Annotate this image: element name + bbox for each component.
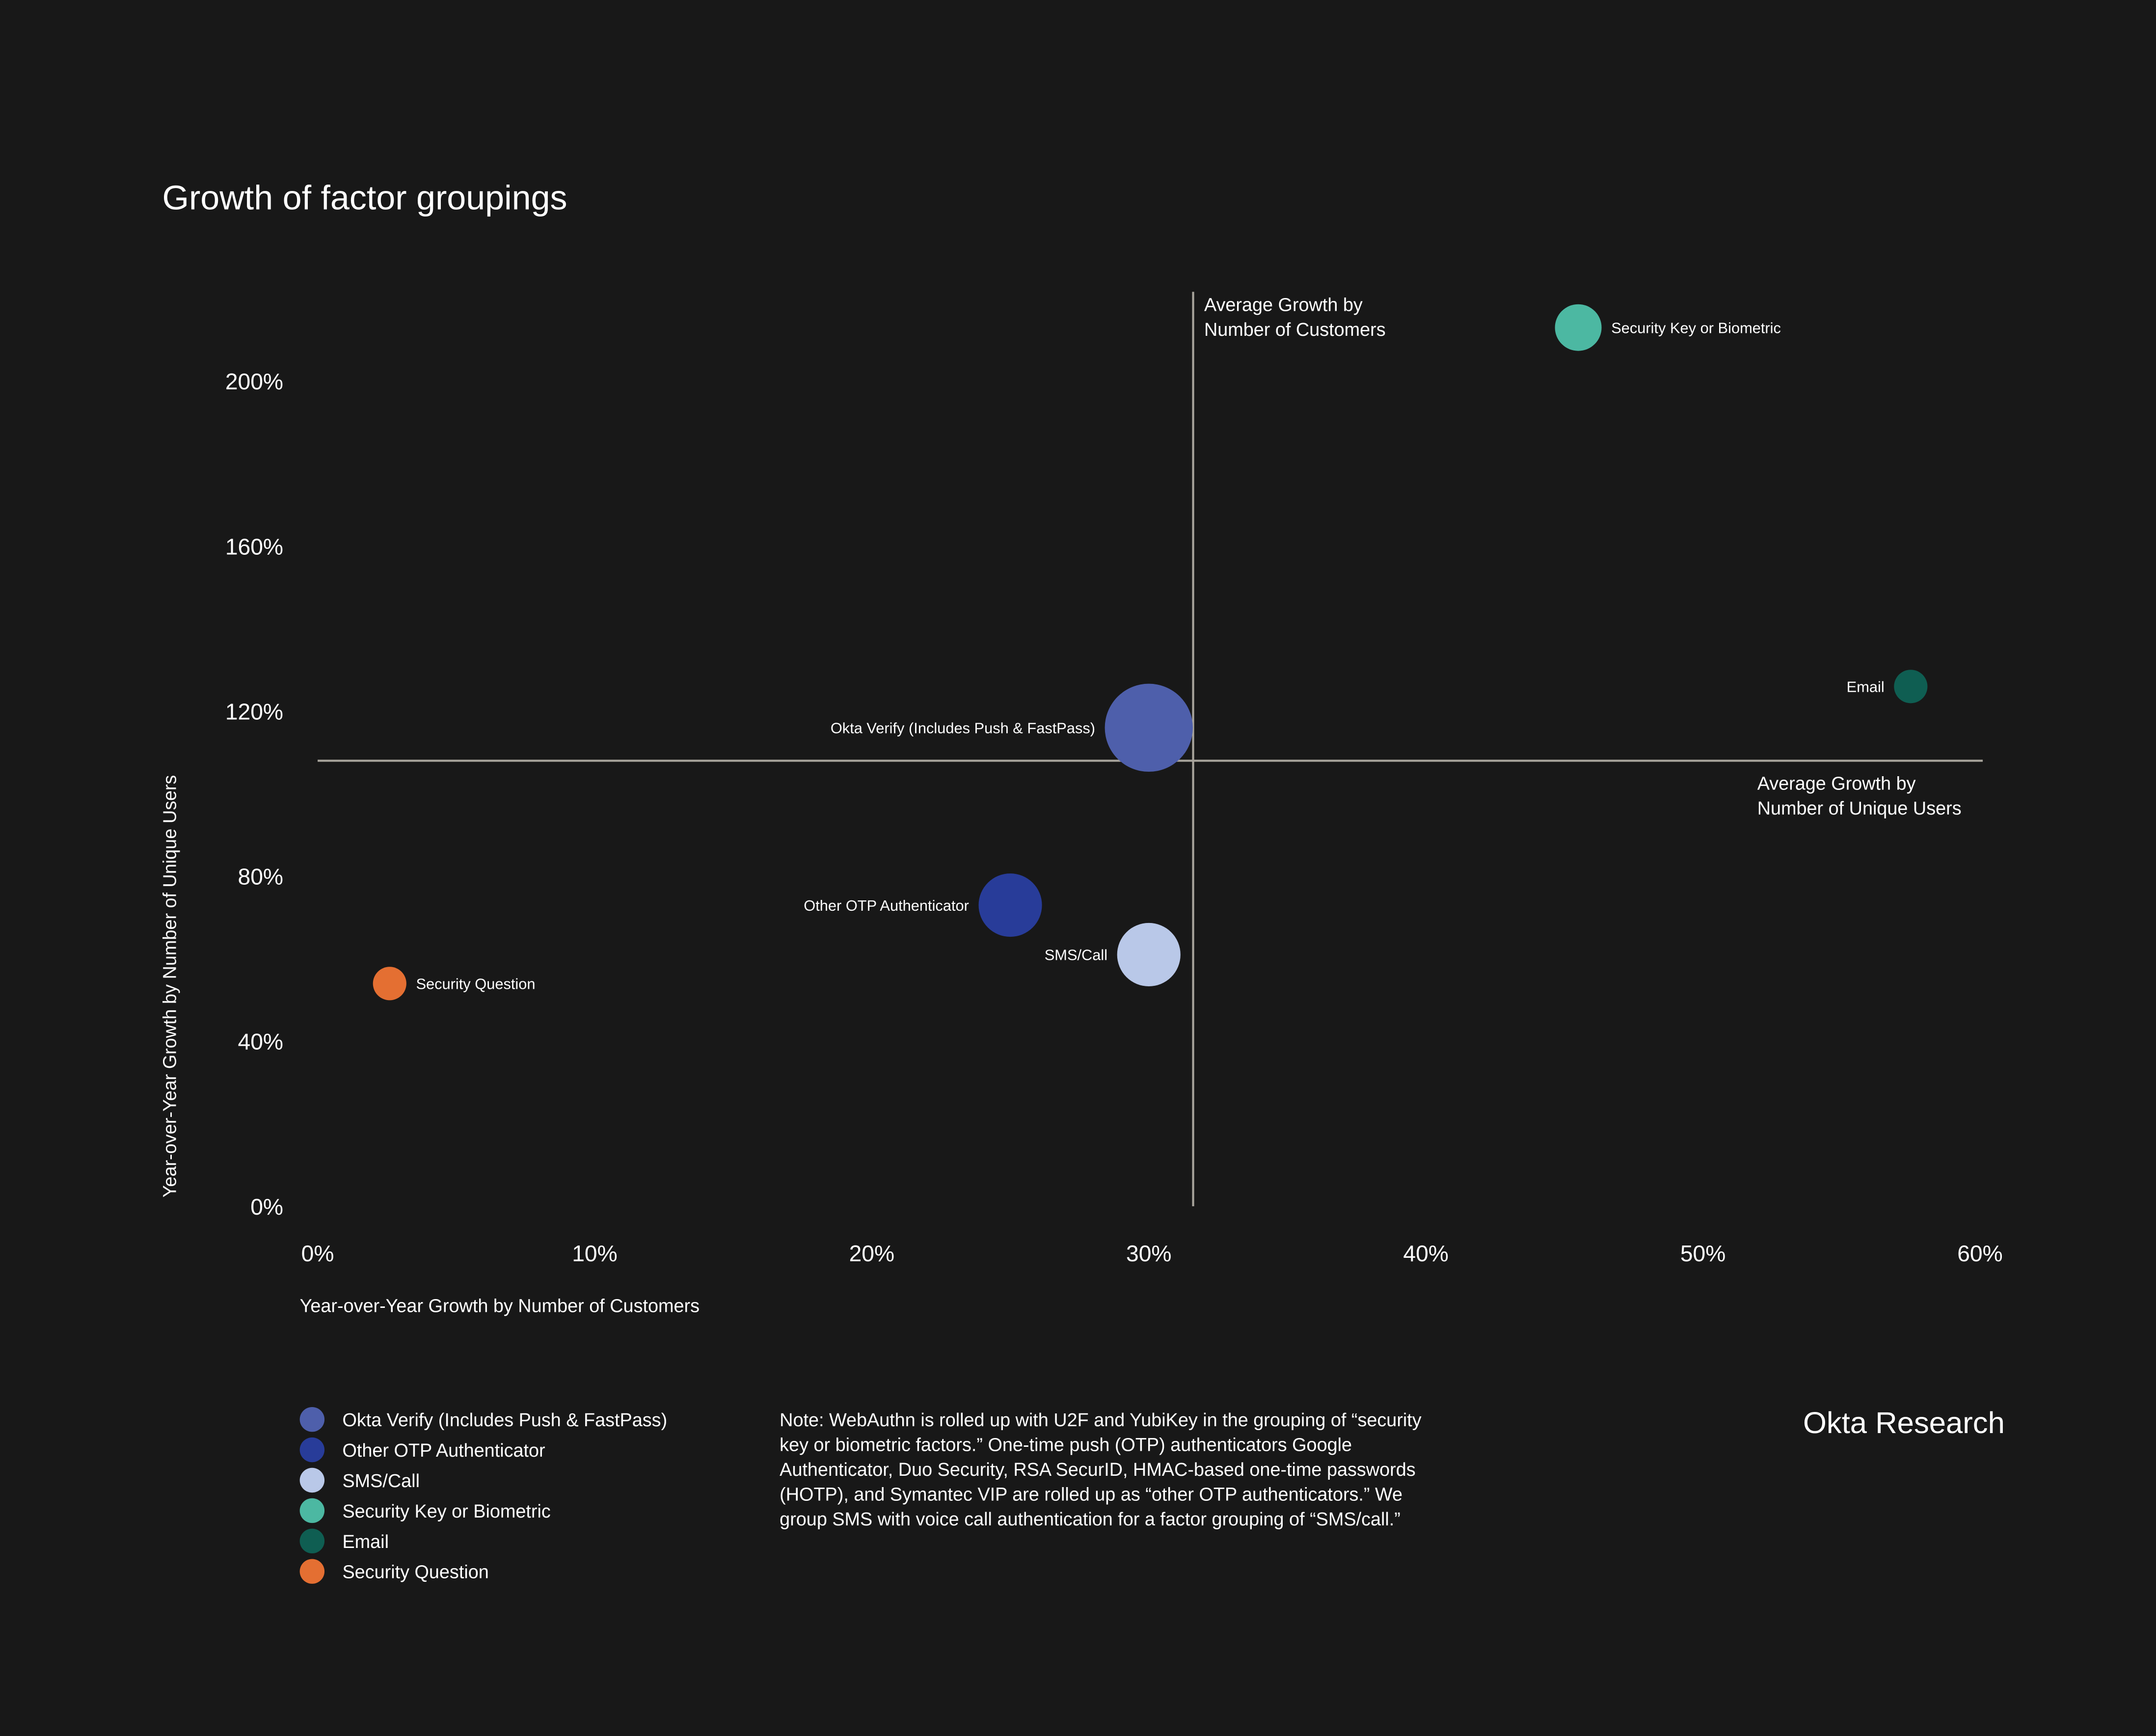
x-tick-label: 0%	[301, 1241, 334, 1266]
legend-label: Security Key or Biometric	[342, 1501, 550, 1522]
note-line: Authenticator, Duo Security, RSA SecurID…	[780, 1460, 1415, 1480]
legend-swatch	[299, 1437, 325, 1463]
average-users-label: Number of Unique Users	[1757, 798, 1962, 819]
bubble-label: Other OTP Authenticator	[804, 897, 969, 914]
x-axis-label: Year-over-Year Growth by Number of Custo…	[300, 1296, 700, 1317]
y-tick-label: 160%	[225, 534, 283, 559]
legend-label: Email	[342, 1532, 389, 1552]
bubble	[1894, 670, 1928, 704]
legend-label: Okta Verify (Includes Push & FastPass)	[342, 1410, 667, 1431]
average-users-label: Average Growth by	[1757, 773, 1916, 794]
bubble	[1117, 922, 1181, 986]
y-tick-label: 80%	[238, 864, 283, 890]
bubbles: Okta Verify (Includes Push & FastPass) Ot…	[373, 304, 1928, 1001]
x-tick-label: 20%	[849, 1241, 894, 1266]
average-customers-label: Number of Customers	[1204, 320, 1386, 340]
legend: Okta Verify (Includes Push & FastPass) Ot…	[299, 1407, 667, 1584]
y-tick-label: 120%	[225, 699, 283, 724]
legend-label: Security Question	[342, 1562, 488, 1583]
x-tick-label: 40%	[1403, 1241, 1448, 1266]
legend-swatch	[299, 1559, 325, 1584]
legend-swatch	[299, 1467, 325, 1493]
x-tick-label: 10%	[572, 1241, 617, 1266]
note-line: (HOTP), and Symantec VIP are rolled up a…	[780, 1484, 1402, 1505]
bubble	[373, 967, 406, 1001]
bubble	[978, 873, 1042, 937]
note: Note: WebAuthn is rolled up with U2F and…	[780, 1410, 1422, 1530]
bubble-label: Okta Verify (Includes Push & FastPass)	[831, 719, 1095, 736]
legend-label: SMS/Call	[342, 1471, 420, 1492]
x-tick-label: 30%	[1126, 1241, 1171, 1266]
note-line: group SMS with voice call authentication…	[780, 1509, 1401, 1530]
bubble-label: SMS/Call	[1045, 947, 1107, 964]
brand-label: Okta Research	[1803, 1406, 2005, 1440]
average-customers-label: Average Growth by	[1204, 295, 1363, 316]
bubble-label: Security Question	[416, 975, 535, 992]
bubble-label: Security Key or Biometric	[1611, 319, 1781, 336]
y-axis-ticks: 0% 40% 80% 120% 160% 200%	[225, 369, 283, 1220]
legend-swatch	[299, 1407, 325, 1432]
note-line: key or biometric factors.” One-time push…	[780, 1435, 1352, 1456]
y-axis-label: Year-over-Year Growth by Number of Uniqu…	[160, 775, 181, 1198]
y-tick-label: 200%	[225, 369, 283, 394]
y-tick-label: 40%	[238, 1029, 283, 1055]
legend-swatch	[299, 1528, 325, 1554]
legend-label: Other OTP Authenticator	[342, 1440, 545, 1461]
bubble	[1105, 683, 1193, 772]
x-tick-label: 60%	[1957, 1241, 2002, 1266]
legend-swatch	[299, 1498, 325, 1523]
bubble	[1555, 304, 1602, 351]
y-tick-label: 0%	[250, 1194, 283, 1220]
x-axis-ticks: 0% 10% 20% 30% 40% 50% 60%	[301, 1241, 2003, 1266]
x-tick-label: 50%	[1680, 1241, 1725, 1266]
bubble-label: Email	[1847, 678, 1885, 695]
note-line: Note: WebAuthn is rolled up with U2F and…	[780, 1410, 1422, 1431]
chart-title: Growth of factor groupings	[162, 178, 567, 217]
